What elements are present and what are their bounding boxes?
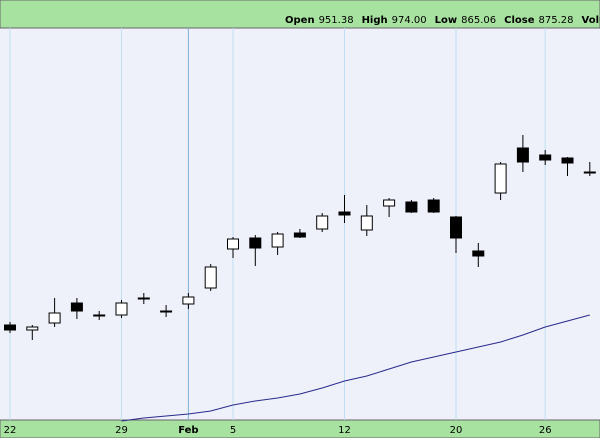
header-text: Open 951.38 High 974.00 Low 865.06 Close 875.28… <box>285 15 600 26</box>
candle-body <box>228 239 239 249</box>
header-label: Volume <box>582 15 600 26</box>
candle-body <box>71 303 82 311</box>
candle-body <box>384 200 395 206</box>
header-label: Close <box>504 15 535 26</box>
footer-bar <box>0 420 600 438</box>
x-tick-label: 22 <box>4 425 17 436</box>
candle-body <box>317 216 328 229</box>
candle-body <box>138 298 149 299</box>
header-value: 875.28 <box>539 15 574 26</box>
candle-body <box>428 200 439 212</box>
candle-body <box>116 303 127 315</box>
candle-body <box>27 327 38 330</box>
x-tick-label: 29 <box>115 425 128 436</box>
header-value: 865.06 <box>461 15 496 26</box>
x-tick-label: 26 <box>539 425 552 436</box>
candle-body <box>495 164 506 193</box>
header-label: Low <box>435 15 457 26</box>
candle-body <box>5 325 16 330</box>
header: Open 951.38 High 974.00 Low 865.06 Close 875.28… <box>285 15 600 26</box>
candle-body <box>250 238 261 248</box>
header-value: 974.00 <box>392 15 427 26</box>
header-label: Open <box>285 15 315 26</box>
candle-body <box>406 202 417 212</box>
header-label: High <box>362 15 388 26</box>
candle-body <box>161 311 172 312</box>
candle-body <box>183 297 194 304</box>
candle-body <box>562 158 573 163</box>
candle-body <box>272 234 283 247</box>
candle-body <box>517 148 528 162</box>
header-value: 951.38 <box>319 15 354 26</box>
candle-body <box>294 233 305 237</box>
candle-body <box>451 217 462 238</box>
candle-body <box>94 315 105 316</box>
candle-body <box>339 212 350 215</box>
candle-body <box>361 216 372 230</box>
candle-body <box>205 267 216 288</box>
x-tick-label: Feb <box>178 425 198 436</box>
candle-body <box>540 155 551 160</box>
x-tick-label: 20 <box>450 425 463 436</box>
candle-body <box>49 313 60 323</box>
candle-body <box>473 251 484 256</box>
x-tick-label: 5 <box>230 425 236 436</box>
candle-body <box>584 172 595 173</box>
x-tick-label: 12 <box>338 425 351 436</box>
